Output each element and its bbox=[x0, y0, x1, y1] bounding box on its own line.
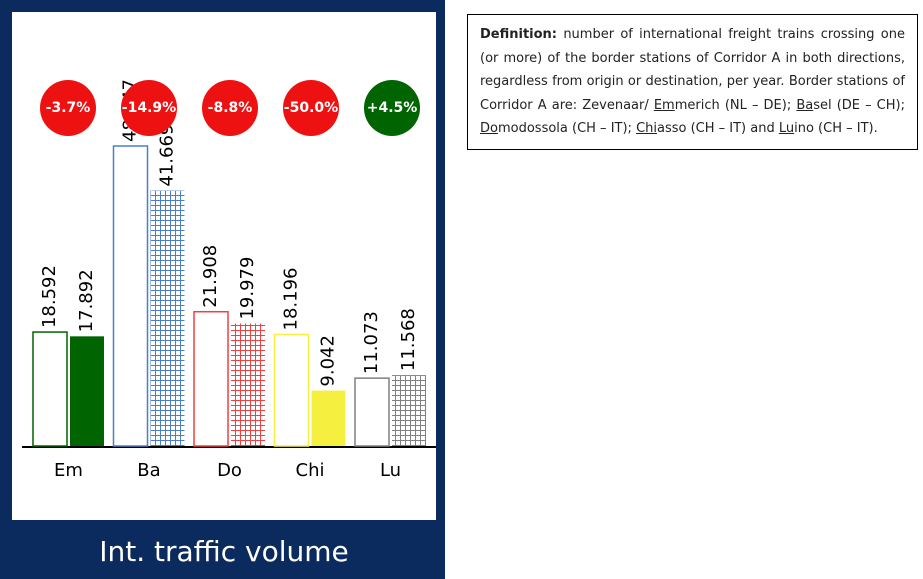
definition-text: modossola (CH – IT); bbox=[497, 121, 637, 136]
change-label: -8.8% bbox=[208, 100, 253, 116]
definition-text: Definition: bbox=[480, 27, 558, 42]
value-label: 18.196 bbox=[281, 267, 302, 330]
change-badge bbox=[202, 80, 258, 136]
change-badge bbox=[364, 80, 420, 136]
definition-text: Chi bbox=[636, 121, 657, 136]
x-tick-label: Chi bbox=[296, 460, 325, 481]
change-label: +4.5% bbox=[367, 100, 418, 116]
chart: Int. traffic volume Em 18.592 17.892 -3.7% B… bbox=[0, 0, 445, 579]
change-badge bbox=[40, 80, 96, 136]
footer: Int. traffic volume bbox=[99, 535, 349, 568]
bar bbox=[392, 375, 426, 446]
x-tick-label: Do bbox=[217, 460, 242, 481]
x-tick-label: Ba bbox=[137, 460, 160, 481]
value-label: 17.892 bbox=[76, 269, 97, 332]
definition: Definition: number of international frei… bbox=[467, 14, 918, 150]
definition-text: Ba bbox=[796, 97, 814, 113]
definition-text: merich (NL – DE); bbox=[674, 97, 797, 113]
x-tick-label: Em bbox=[54, 460, 83, 481]
value-label: 21.908 bbox=[200, 245, 221, 308]
value-label: 11.073 bbox=[361, 311, 382, 374]
definition-text: sel (DE – CH); bbox=[813, 97, 905, 113]
bar bbox=[354, 377, 390, 447]
change-label: -3.7% bbox=[46, 100, 91, 116]
change-label: -50.0% bbox=[284, 100, 338, 116]
change-label: -14.9% bbox=[122, 100, 176, 116]
bar bbox=[32, 331, 68, 447]
bar bbox=[150, 190, 185, 446]
value-label: 11.568 bbox=[398, 308, 419, 371]
definition-text: Em bbox=[653, 97, 675, 113]
bar bbox=[70, 336, 104, 446]
bar bbox=[311, 390, 346, 446]
definition-text: asso (CH – IT) and bbox=[657, 121, 779, 136]
definition-text: ino (CH – IT). bbox=[794, 121, 878, 136]
bar bbox=[193, 310, 229, 447]
bar bbox=[273, 333, 310, 447]
x-tick-label: Lu bbox=[380, 460, 401, 481]
value-label: 9.042 bbox=[318, 335, 339, 387]
bar bbox=[112, 145, 149, 447]
definition-text: number of international freight trains c… bbox=[480, 27, 905, 113]
definition-text: Do bbox=[480, 121, 498, 136]
definition-text: Lu bbox=[778, 121, 795, 136]
value-label: 18.592 bbox=[39, 265, 60, 328]
change-badge bbox=[283, 80, 339, 136]
change-badge bbox=[121, 80, 177, 136]
value-label: 41.669 bbox=[157, 124, 178, 187]
bar bbox=[231, 323, 265, 446]
value-label: 19.979 bbox=[237, 257, 258, 320]
